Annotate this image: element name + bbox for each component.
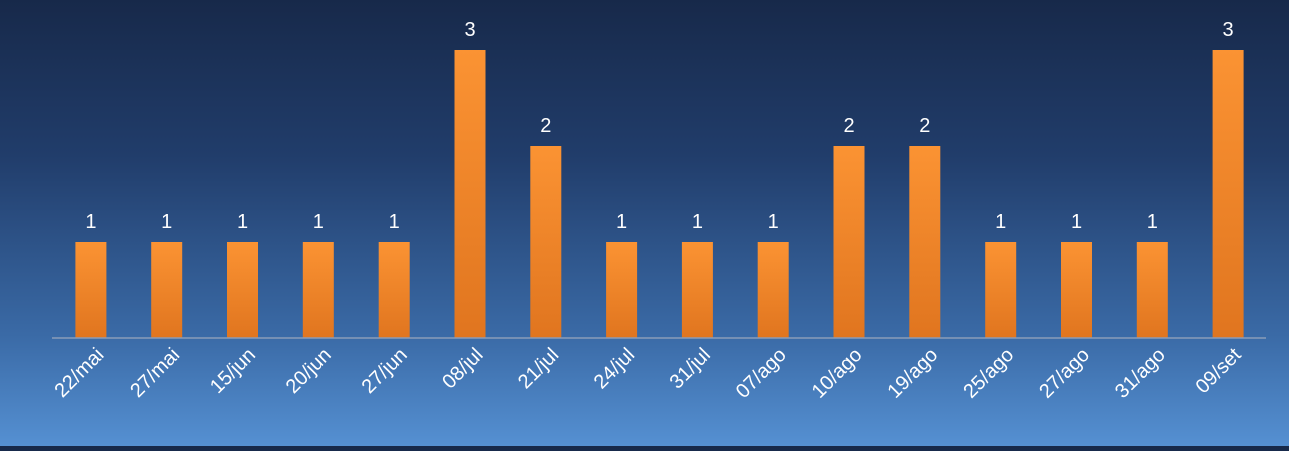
data-label-10/ago: 2 bbox=[843, 115, 854, 137]
x-tick-label-09/set: 09/set bbox=[1192, 344, 1246, 398]
data-label-08/jul: 3 bbox=[464, 19, 475, 41]
x-tick-label-27/mai: 27/mai bbox=[126, 344, 184, 402]
data-label-27/mai: 1 bbox=[161, 211, 172, 233]
bar-15/jun bbox=[227, 242, 258, 338]
data-label-21/jul: 2 bbox=[540, 115, 551, 137]
bars-group bbox=[75, 50, 1244, 338]
x-tick-label-27/ago: 27/ago bbox=[1035, 344, 1094, 403]
x-tick-label-20/jun: 20/jun bbox=[282, 344, 336, 398]
x-tick-label-24/jul: 24/jul bbox=[590, 344, 639, 393]
bar-24/jul bbox=[606, 242, 638, 338]
bar-22/mai bbox=[75, 242, 107, 338]
data-label-25/ago: 1 bbox=[995, 211, 1006, 233]
bar-21/jul bbox=[530, 146, 562, 338]
data-label-24/jul: 1 bbox=[616, 211, 627, 233]
x-tick-label-07/ago: 07/ago bbox=[732, 344, 791, 403]
bar-27/jun bbox=[378, 242, 410, 338]
bar-19/ago bbox=[909, 146, 941, 338]
x-tick-label-31/jul: 31/jul bbox=[666, 344, 715, 393]
data-label-27/ago: 1 bbox=[1071, 211, 1082, 233]
data-label-09/set: 3 bbox=[1223, 19, 1234, 41]
bar-31/ago bbox=[1136, 242, 1168, 338]
bar-31/jul bbox=[681, 242, 713, 338]
data-label-19/ago: 2 bbox=[919, 115, 930, 137]
x-tick-label-08/jul: 08/jul bbox=[438, 344, 487, 393]
bar-07/ago bbox=[757, 242, 789, 338]
bar-09/set bbox=[1212, 50, 1244, 338]
x-tick-label-15/jun: 15/jun bbox=[206, 344, 260, 398]
x-tick-label-19/ago: 19/ago bbox=[884, 344, 943, 403]
data-label-20/jun: 1 bbox=[313, 211, 324, 233]
data-label-22/mai: 1 bbox=[85, 211, 96, 233]
x-tick-label-21/jul: 21/jul bbox=[514, 344, 563, 393]
x-tick-labels-group: 22/mai 27/mai 15/jun 20/jun 27/jun 08/jul 21/j… bbox=[50, 344, 1246, 403]
x-tick-label-25/ago: 25/ago bbox=[959, 344, 1018, 403]
bar-08/jul bbox=[454, 50, 486, 338]
x-tick-label-31/ago: 31/ago bbox=[1111, 344, 1170, 403]
data-label-27/jun: 1 bbox=[389, 211, 400, 233]
data-label-07/ago: 1 bbox=[768, 211, 779, 233]
bar-20/jun bbox=[302, 242, 334, 338]
bar-27/mai bbox=[151, 242, 183, 338]
data-label-31/ago: 1 bbox=[1147, 211, 1158, 233]
bar-25/ago bbox=[985, 242, 1017, 338]
x-tick-label-22/mai: 22/mai bbox=[50, 344, 108, 402]
x-tick-label-27/jun: 27/jun bbox=[358, 344, 412, 398]
data-label-15/jun: 1 bbox=[237, 211, 248, 233]
data-label-31/jul: 1 bbox=[692, 211, 703, 233]
bar-27/ago bbox=[1061, 242, 1092, 338]
x-tick-label-10/ago: 10/ago bbox=[808, 344, 867, 403]
bar-10/ago bbox=[833, 146, 865, 338]
data-labels-group: 1 1 1 1 1 3 2 1 1 1 2 2 1 1 1 3 bbox=[85, 19, 1233, 233]
